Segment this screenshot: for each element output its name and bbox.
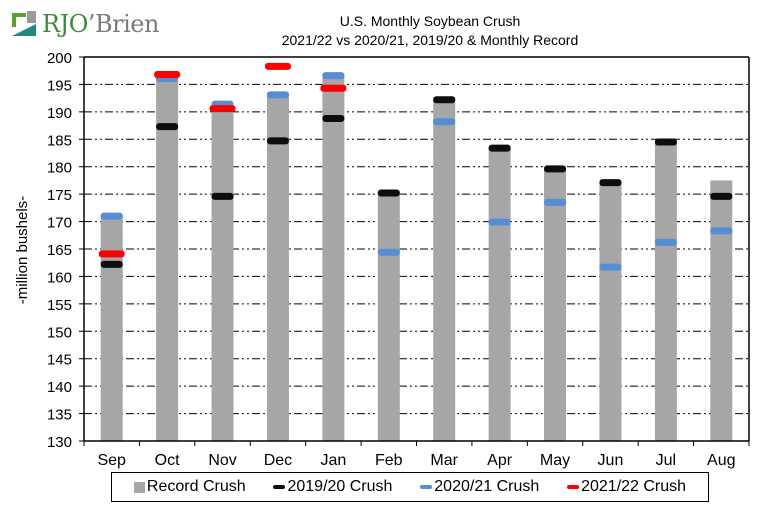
gridlines (84, 83, 749, 415)
marker-2021-22-oct (154, 71, 181, 79)
legend-item: Record Crush (133, 478, 246, 496)
x-tick-label: Jul (656, 452, 676, 469)
marker-2019-20-jul (654, 138, 677, 146)
marker-2020-21-sep (100, 212, 123, 220)
logo-wordmark: RJO’Brien (42, 10, 159, 38)
axes: 130 135 140 145 150 155 160 165 170 175 180 185 190 1… (47, 50, 750, 469)
logo-text-brien: ’Brien (87, 10, 160, 38)
y-tick-label: 140 (47, 379, 72, 396)
logo-text-rjo: RJO (42, 10, 88, 38)
marker-2020-21-feb (377, 248, 400, 256)
legend-swatch-line-icon (420, 485, 433, 489)
marker-2020-21-aug (710, 227, 733, 235)
legend-item: 2020/21 Crush (420, 478, 539, 496)
marker-2020-21-mar (433, 118, 456, 126)
y-tick-label: 175 (47, 187, 72, 204)
marker-2020-21-dec (266, 91, 289, 99)
marker-2021-22-dec (264, 62, 291, 70)
marker-2021-22-sep (98, 250, 125, 258)
legend-label: 2021/22 Crush (581, 478, 687, 495)
chart-plot: 130 135 140 145 150 155 160 165 170 175 180 185 190 1… (14, 50, 750, 469)
y-tick-label: 185 (47, 132, 72, 149)
chart-title-block: U.S. Monthly Soybean Crush 2021/22 vs 20… (220, 12, 640, 50)
legend-swatch-box-icon (133, 481, 145, 493)
bar-record-may (544, 168, 567, 441)
bar-record-jun (599, 181, 622, 442)
bar-record-oct (156, 74, 179, 441)
bar-record-jan (322, 75, 345, 442)
legend-swatch-line-icon (567, 485, 580, 489)
bar-record-dec (266, 93, 289, 441)
marker-2019-20-may (544, 165, 567, 173)
marker-2019-20-dec (266, 137, 289, 145)
x-tick-label: Sep (97, 452, 126, 469)
logo-mark-icon (12, 11, 38, 37)
legend: Record Crush 2019/20 Crush 2020/21 Crush 20… (111, 472, 709, 502)
x-tick-label: Aug (707, 452, 735, 469)
legend-label: Record Crush (146, 478, 246, 495)
y-tick-label: 170 (47, 215, 72, 232)
y-axis-label: -million bushels- (14, 196, 31, 304)
y-tick-label: 145 (47, 352, 72, 369)
marker-2020-21-apr (488, 218, 511, 226)
marker-2019-20-aug (710, 192, 733, 200)
legend-item: 2021/22 Crush (567, 478, 686, 496)
x-tick-label: Apr (487, 452, 513, 469)
marker-2019-20-sep (100, 260, 123, 268)
legend-item: 2019/20 Crush (273, 478, 392, 496)
marker-2019-20-oct (156, 123, 179, 131)
marker-2020-21-may (544, 198, 567, 206)
marker-2019-20-apr (488, 144, 511, 152)
y-tick-label: 150 (47, 324, 72, 341)
y-tick-label: 200 (47, 50, 72, 67)
bar-record-feb (377, 191, 400, 441)
x-tick-label: May (540, 452, 570, 469)
marker-2019-20-jun (599, 179, 622, 187)
marker-2019-20-feb (377, 189, 400, 197)
bar-record-jul (654, 141, 677, 442)
y-tick-label: 180 (47, 160, 72, 177)
legend-swatch-line-icon (273, 485, 286, 489)
bar-record-mar (433, 98, 456, 441)
legend-label: 2019/20 Crush (287, 478, 393, 495)
markers (98, 62, 733, 271)
marker-2021-22-nov (209, 105, 236, 113)
y-tick-label: 195 (47, 77, 72, 94)
x-tick-label: Mar (430, 452, 458, 469)
marker-2020-21-jun (599, 263, 622, 271)
bar-record-sep (100, 214, 123, 441)
x-tick-label: Jun (598, 452, 624, 469)
marker-2019-20-mar (433, 96, 456, 104)
marker-2020-21-jul (654, 238, 677, 246)
y-tick-label: 135 (47, 407, 72, 424)
y-tick-label: 165 (47, 242, 72, 259)
chart-title: U.S. Monthly Soybean Crush (339, 13, 521, 29)
marker-2021-22-jan (320, 84, 347, 92)
rjobrien-logo: RJO’Brien (12, 10, 159, 38)
x-tick-label: Nov (208, 452, 236, 469)
bar-record-nov (211, 103, 234, 441)
record-bars (100, 74, 733, 442)
y-tick-label: 160 (47, 269, 72, 286)
x-tick-label: Oct (155, 452, 180, 469)
bar-record-aug (710, 180, 733, 441)
bar-record-apr (488, 147, 511, 441)
x-tick-label: Dec (264, 452, 292, 469)
marker-2019-20-nov (211, 192, 234, 200)
y-tick-label: 155 (47, 297, 72, 314)
x-tick-label: Jan (320, 452, 346, 469)
legend-label: 2020/21 Crush (434, 478, 540, 495)
chart-subtitle: 2021/22 vs 2020/21, 2019/20 & Monthly Re… (281, 32, 579, 48)
y-tick-label: 190 (47, 105, 72, 122)
y-tick-label: 130 (47, 434, 72, 451)
marker-2020-21-jan (322, 72, 345, 80)
marker-2019-20-jan (322, 114, 345, 122)
x-tick-label: Feb (375, 452, 403, 469)
